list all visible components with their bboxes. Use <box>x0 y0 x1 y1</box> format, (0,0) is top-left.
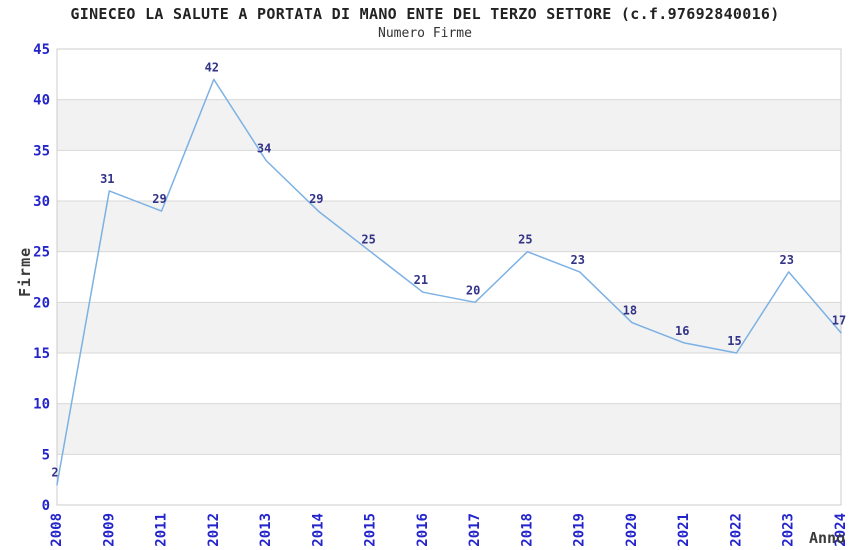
data-point-label: 29 <box>152 192 166 206</box>
x-tick-label: 2022 <box>728 513 744 547</box>
grid-band <box>57 403 841 455</box>
data-point-label: 31 <box>100 172 114 186</box>
y-axis-label: Firme <box>16 247 34 297</box>
x-tick-label: 2013 <box>258 513 274 547</box>
plot-border <box>56 48 842 506</box>
y-tick-label: 25 <box>33 245 50 261</box>
grid-band <box>57 302 841 353</box>
x-tick-label: 2018 <box>519 513 535 547</box>
data-point-label: 17 <box>832 314 846 328</box>
x-tick-label: 2015 <box>363 513 379 547</box>
data-point-label: 18 <box>623 304 637 318</box>
chart-title: GINECEO LA SALUTE A PORTATA DI MANO ENTE… <box>70 5 780 23</box>
y-tick-label: 10 <box>33 397 50 413</box>
y-tick-label: 40 <box>33 93 50 109</box>
y-tick-label: 0 <box>42 498 50 514</box>
data-point-label: 20 <box>466 283 480 297</box>
series-line <box>56 78 842 486</box>
y-tick-label: 30 <box>33 194 50 210</box>
data-point-label: 29 <box>309 192 323 206</box>
x-tick-label: 2017 <box>467 513 483 547</box>
x-axis-label: Anno <box>809 529 845 547</box>
y-tick-label: 45 <box>33 42 50 58</box>
x-tick-label: 2021 <box>676 513 692 547</box>
chart-subtitle: Numero Firme <box>378 26 472 41</box>
x-tick-label: 2009 <box>101 513 117 547</box>
x-tick-label: 2023 <box>781 513 797 547</box>
data-point-label: 21 <box>414 273 428 287</box>
grid-band <box>57 99 841 151</box>
data-point-label: 2 <box>51 466 58 480</box>
x-tick-label: 2019 <box>572 513 588 547</box>
data-point-label: 25 <box>361 233 375 247</box>
data-point-label: 23 <box>570 253 584 267</box>
x-tick-label: 2020 <box>624 513 640 547</box>
data-point-label: 23 <box>779 253 793 267</box>
data-point-label: 16 <box>675 324 689 338</box>
x-tick-label: 2024 <box>833 513 849 547</box>
data-point-label: 42 <box>205 60 219 74</box>
x-tick-label: 2008 <box>49 513 65 547</box>
data-point-label: 25 <box>518 233 532 247</box>
y-tick-label: 15 <box>33 346 50 362</box>
x-tick-label: 2011 <box>154 513 170 547</box>
x-tick-label: 2016 <box>415 513 431 547</box>
y-tick-label: 20 <box>33 295 50 311</box>
y-tick-label: 35 <box>33 143 50 159</box>
x-tick-label: 2012 <box>206 513 222 547</box>
data-point-label: 34 <box>257 142 271 156</box>
x-tick-label: 2014 <box>310 513 326 547</box>
grid-band <box>57 201 841 252</box>
data-point-label: 15 <box>727 334 741 348</box>
y-tick-label: 5 <box>42 447 50 463</box>
